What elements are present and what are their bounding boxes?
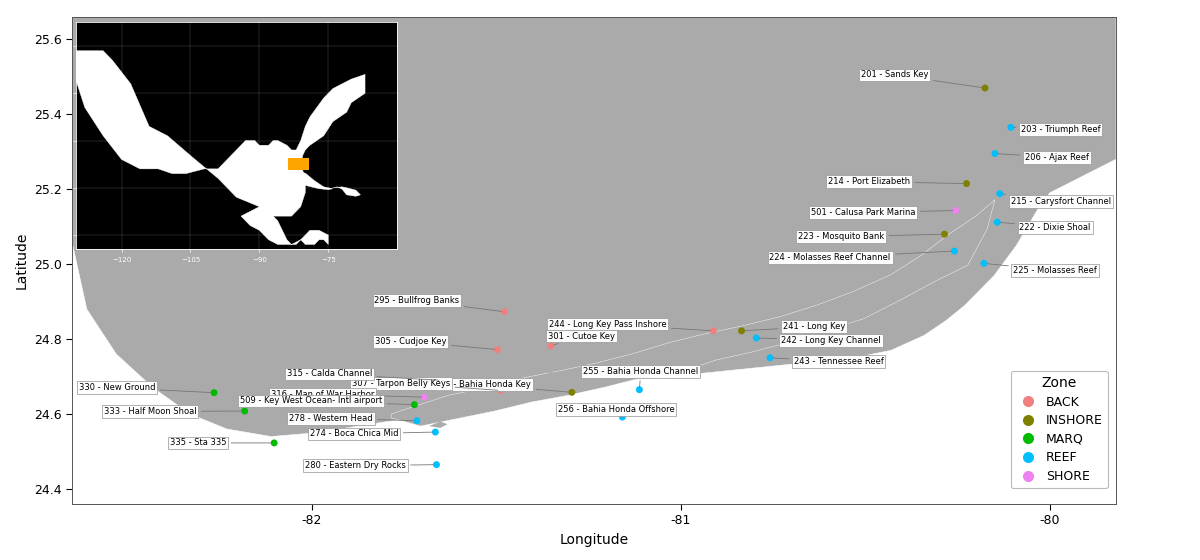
Point [761,353,780,362]
Point [703,326,722,335]
Text: 256 - Bahia Honda Offshore: 256 - Bahia Honda Offshore [558,405,674,417]
Point [204,388,223,397]
Polygon shape [241,207,329,245]
Text: 243 - Tennessee Reef: 243 - Tennessee Reef [773,357,883,366]
Text: 242 - Long Key Channel: 242 - Long Key Channel [760,336,881,345]
Text: 278 - Western Head: 278 - Western Head [289,414,414,423]
Text: 215 - Carysfort Channel: 215 - Carysfort Channel [1002,194,1111,206]
Text: 255 - Bahia Honda Channel: 255 - Bahia Honda Channel [583,367,698,387]
Point [494,307,514,316]
Bar [289,160,307,169]
Text: 335 - Sta 335: 335 - Sta 335 [170,438,271,447]
Point [235,407,254,416]
Point [415,393,434,402]
Point [732,326,751,335]
Text: 307 - Tarpon Belly Keys: 307 - Tarpon Belly Keys [352,379,498,390]
Polygon shape [72,17,1116,437]
Y-axis label: Latitude: Latitude [14,232,28,289]
Point [1001,123,1020,132]
Polygon shape [895,242,910,250]
Text: 274 - Boca Chica Mid: 274 - Boca Chica Mid [310,430,432,438]
Point [264,438,283,447]
Legend: BACK, INSHORE, MARQ, REEF, SHORE: BACK, INSHORE, MARQ, REEF, SHORE [1010,371,1108,488]
Text: 509 - Key West Ocean- Intl airport: 509 - Key West Ocean- Intl airport [240,396,412,405]
Point [956,179,976,188]
Point [426,428,445,437]
Text: 305 - Cudjoe Key: 305 - Cudjoe Key [374,337,494,349]
Text: 295 - Bullfrog Banks: 295 - Bullfrog Banks [374,296,502,311]
Point [487,345,506,354]
Point [404,400,424,409]
Text: 222 - Dixie Shoal: 222 - Dixie Shoal [1000,222,1091,232]
Polygon shape [748,306,762,314]
Polygon shape [274,404,295,415]
Text: 241 - Long Key: 241 - Long Key [744,322,846,331]
Text: 206 - Ajax Reef: 206 - Ajax Reef [997,153,1088,162]
Point [407,416,426,425]
Polygon shape [540,372,558,379]
Point [432,376,451,385]
Text: 315 - Calda Channel: 315 - Calda Channel [287,370,439,380]
Point [746,334,766,343]
Polygon shape [552,355,566,362]
X-axis label: Longitude: Longitude [559,533,629,547]
Point [630,385,649,394]
Text: 501 - Calusa Park Marina: 501 - Calusa Park Marina [811,208,953,217]
Point [541,342,560,351]
Polygon shape [245,397,263,405]
Point [944,246,964,255]
Text: 201 - Sands Key: 201 - Sands Key [860,71,983,87]
Text: 203 - Triumph Reef: 203 - Triumph Reef [1014,125,1100,134]
Point [491,386,510,395]
Text: 224 - Molasses Reef Channel: 224 - Molasses Reef Channel [769,251,952,262]
Text: 225 - Molasses Reef: 225 - Molasses Reef [986,264,1097,275]
Text: 330 - New Ground: 330 - New Ground [79,384,211,393]
Point [988,218,1007,227]
Text: 244 - Long Key Pass Inshore: 244 - Long Key Pass Inshore [548,320,710,330]
Point [974,259,994,268]
Polygon shape [662,325,677,332]
Point [990,189,1009,198]
Text: 316 - Man of War Harbor: 316 - Man of War Harbor [271,390,421,399]
Polygon shape [230,393,248,402]
Polygon shape [332,187,360,196]
Polygon shape [607,340,622,347]
Text: 214 - Port Elizabeth: 214 - Port Elizabeth [828,177,964,186]
Point [427,460,446,469]
Text: 280 - Eastern Dry Rocks: 280 - Eastern Dry Rocks [305,461,433,470]
Polygon shape [430,422,448,428]
Point [976,83,995,92]
Text: 254 - Bahia Honda Key: 254 - Bahia Honda Key [436,380,569,392]
Polygon shape [784,298,799,306]
Point [613,413,632,422]
Polygon shape [924,220,938,227]
Polygon shape [76,51,365,216]
Point [985,149,1004,158]
Polygon shape [282,172,332,190]
Text: 333 - Half Moon Shoal: 333 - Half Moon Shoal [104,407,242,416]
Text: 301 - Cutoe Key: 301 - Cutoe Key [548,332,616,345]
Point [563,388,582,397]
Polygon shape [391,200,995,426]
Polygon shape [862,269,876,276]
Point [946,206,965,215]
Polygon shape [710,314,725,321]
Polygon shape [821,287,835,295]
Point [935,230,954,239]
Text: 223 - Mosquito Bank: 223 - Mosquito Bank [798,232,942,241]
